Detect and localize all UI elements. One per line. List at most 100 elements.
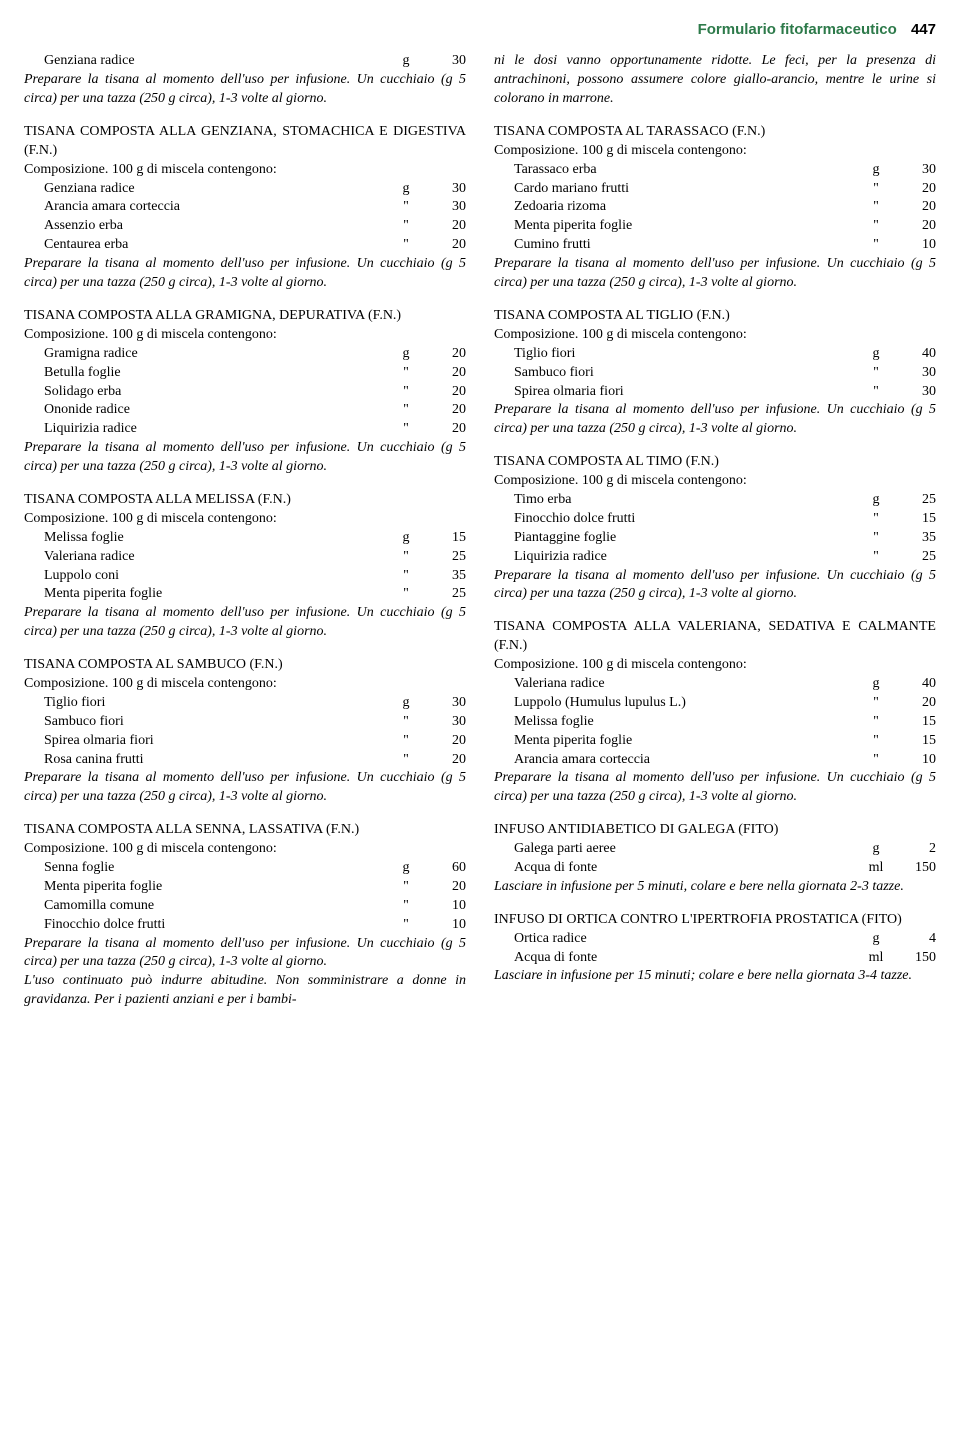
ingredient-unit: g <box>858 675 894 694</box>
ingredient-row: Genziana radiceg30 <box>24 52 466 71</box>
ingredient-amount: 30 <box>424 52 466 71</box>
ingredient-unit: g <box>858 840 894 859</box>
infuso-block: INFUSO DI ORTICA CONTRO L'IPERTROFIA PRO… <box>494 911 936 987</box>
ingredient-amount: 25 <box>424 585 466 604</box>
ingredient-row: Gramigna radiceg20 <box>24 345 466 364</box>
ingredient-row: Tarassaco erbag30 <box>494 161 936 180</box>
ingredient-row: Cardo mariano frutti"20 <box>494 180 936 199</box>
recipe-block: TISANA COMPOSTA AL SAMBUCO (F.N.)Composi… <box>24 656 466 807</box>
ingredient-name: Melissa foglie <box>514 713 858 732</box>
ingredient-unit: " <box>858 180 894 199</box>
ingredient-name: Camomilla comune <box>44 897 388 916</box>
composition-label: Composizione. 100 g di miscela contengon… <box>494 656 936 675</box>
ingredient-name: Menta piperita foglie <box>44 878 388 897</box>
composition-label: Composizione. 100 g di miscela contengon… <box>24 510 466 529</box>
recipe-title: TISANA COMPOSTA AL TIGLIO (F.N.) <box>494 307 936 326</box>
ingredient-name: Acqua di fonte <box>514 859 858 878</box>
instruction-text: Preparare la tisana al momento dell'uso … <box>494 401 936 439</box>
ingredient-row: Finocchio dolce frutti"10 <box>24 916 466 935</box>
ingredient-name: Finocchio dolce frutti <box>514 510 858 529</box>
ingredient-amount: 15 <box>424 529 466 548</box>
ingredient-amount: 30 <box>894 383 936 402</box>
ingredient-name: Luppolo coni <box>44 567 388 586</box>
instruction-text: Lasciare in infusione per 5 minuti, cola… <box>494 878 936 897</box>
composition-label: Composizione. 100 g di miscela contengon… <box>24 326 466 345</box>
ingredient-row: Assenzio erba"20 <box>24 217 466 236</box>
ingredient-amount: 20 <box>424 732 466 751</box>
ingredient-name: Acqua di fonte <box>514 949 858 968</box>
ingredient-unit: " <box>858 217 894 236</box>
ingredient-amount: 30 <box>424 198 466 217</box>
recipe-block: TISANA COMPOSTA AL TIMO (F.N.)Composizio… <box>494 453 936 604</box>
ingredient-row: Menta piperita foglie"20 <box>494 217 936 236</box>
ingredient-row: Melissa foglie"15 <box>494 713 936 732</box>
ingredient-unit: g <box>388 859 424 878</box>
ingredient-amount: 10 <box>894 751 936 770</box>
ingredient-name: Betulla foglie <box>44 364 388 383</box>
instruction-text: Preparare la tisana al momento dell'uso … <box>494 255 936 293</box>
ingredient-name: Genziana radice <box>44 180 388 199</box>
ingredient-name: Piantaggine foglie <box>514 529 858 548</box>
ingredient-row: Menta piperita foglie"20 <box>24 878 466 897</box>
right-column: ni le dosi vanno opportunamente ridotte.… <box>494 52 936 1024</box>
ingredient-name: Arancia amara corteccia <box>514 751 858 770</box>
recipe-block: TISANA COMPOSTA ALLA VALERIANA, SEDATIVA… <box>494 618 936 807</box>
ingredient-row: Spirea olmaria fiori"20 <box>24 732 466 751</box>
recipe-title: TISANA COMPOSTA ALLA GRAMIGNA, DEPURATIV… <box>24 307 466 326</box>
ingredient-row: Liquirizia radice"25 <box>494 548 936 567</box>
ingredient-row: Rosa canina frutti"20 <box>24 751 466 770</box>
ingredient-amount: 20 <box>424 751 466 770</box>
ingredient-row: Sambuco fiori"30 <box>24 713 466 732</box>
ingredient-row: Luppolo (Humulus lupulus L.)"20 <box>494 694 936 713</box>
ingredient-amount: 30 <box>424 180 466 199</box>
instruction-text: Preparare la tisana al momento dell'uso … <box>24 604 466 642</box>
recipe-title: TISANA COMPOSTA AL TIMO (F.N.) <box>494 453 936 472</box>
ingredient-amount: 10 <box>894 236 936 255</box>
continuation-note: ni le dosi vanno opportunamente ridotte.… <box>494 52 936 109</box>
instruction-text: Preparare la tisana al momento dell'uso … <box>24 769 466 807</box>
ingredient-row: Ononide radice"20 <box>24 401 466 420</box>
ingredient-amount: 30 <box>894 161 936 180</box>
instruction-text: Preparare la tisana al momento dell'uso … <box>494 567 936 605</box>
ingredient-row: Cumino frutti"10 <box>494 236 936 255</box>
instruction-text: Preparare la tisana al momento dell'uso … <box>24 71 466 109</box>
ingredient-name: Ononide radice <box>44 401 388 420</box>
ingredient-amount: 10 <box>424 897 466 916</box>
ingredient-amount: 15 <box>894 732 936 751</box>
recipe-block: TISANA COMPOSTA AL TIGLIO (F.N.)Composiz… <box>494 307 936 439</box>
ingredient-unit: " <box>858 713 894 732</box>
ingredient-unit: " <box>388 878 424 897</box>
ingredient-name: Cumino frutti <box>514 236 858 255</box>
instruction-text: Preparare la tisana al momento dell'uso … <box>494 769 936 807</box>
recipe-title: TISANA COMPOSTA ALLA SENNA, LASSATIVA (F… <box>24 821 466 840</box>
instruction-text: Preparare la tisana al momento dell'uso … <box>24 255 466 293</box>
ingredient-unit: " <box>858 751 894 770</box>
ingredient-unit: " <box>388 383 424 402</box>
ingredient-row: Ortica radiceg4 <box>494 930 936 949</box>
composition-label: Composizione. 100 g di miscela contengon… <box>494 472 936 491</box>
ingredient-amount: 20 <box>424 420 466 439</box>
ingredient-amount: 2 <box>894 840 936 859</box>
ingredient-name: Menta piperita foglie <box>514 732 858 751</box>
ingredient-name: Gramigna radice <box>44 345 388 364</box>
ingredient-amount: 30 <box>424 713 466 732</box>
recipe-title: INFUSO DI ORTICA CONTRO L'IPERTROFIA PRO… <box>494 911 936 930</box>
ingredient-row: Camomilla comune"10 <box>24 897 466 916</box>
ingredient-name: Luppolo (Humulus lupulus L.) <box>514 694 858 713</box>
ingredient-amount: 35 <box>894 529 936 548</box>
ingredient-name: Assenzio erba <box>44 217 388 236</box>
ingredient-amount: 10 <box>424 916 466 935</box>
ingredient-unit: " <box>388 713 424 732</box>
continuation-text: ni le dosi vanno opportunamente ridotte.… <box>494 52 936 109</box>
ingredient-unit: " <box>858 383 894 402</box>
ingredient-amount: 30 <box>894 364 936 383</box>
ingredient-unit: " <box>388 751 424 770</box>
instruction-text: Lasciare in infusione per 15 minuti; col… <box>494 967 936 986</box>
ingredient-amount: 60 <box>424 859 466 878</box>
ingredient-amount: 25 <box>894 548 936 567</box>
ingredient-name: Valeriana radice <box>44 548 388 567</box>
ingredient-name: Melissa foglie <box>44 529 388 548</box>
ingredient-name: Cardo mariano frutti <box>514 180 858 199</box>
recipe-block: TISANA COMPOSTA ALLA SENNA, LASSATIVA (F… <box>24 821 466 1010</box>
ingredient-amount: 20 <box>894 198 936 217</box>
